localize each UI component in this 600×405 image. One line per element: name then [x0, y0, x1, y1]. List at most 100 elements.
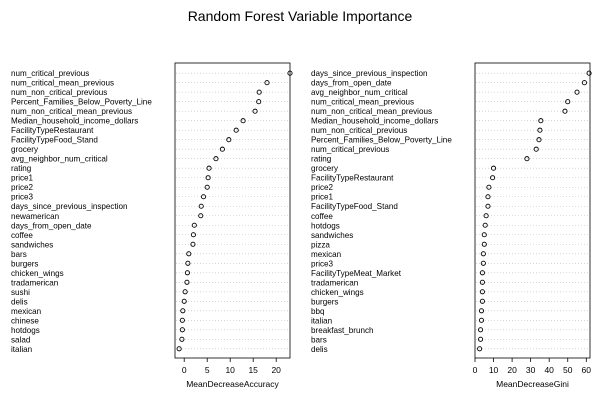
row-label: bars [11, 250, 27, 259]
plot-frame [474, 62, 591, 359]
data-point [477, 346, 483, 352]
data-point [486, 184, 492, 190]
data-point [478, 327, 484, 333]
x-axis-label: MeanDecreaseAccuracy [186, 379, 279, 389]
row-label: sandwiches [311, 231, 353, 240]
row-label: coffee [11, 231, 33, 240]
data-point [479, 298, 485, 304]
row-label: italian [11, 345, 32, 354]
data-point [536, 137, 542, 143]
row-label: FacilityTypeRestaurant [311, 174, 394, 183]
data-point [186, 251, 192, 257]
chart-title: Random Forest Variable Importance [188, 8, 413, 24]
row-label: mexican [311, 250, 341, 259]
data-point [191, 222, 197, 228]
x-tick-label: 30 [526, 365, 536, 375]
data-point [485, 194, 491, 200]
data-point [184, 270, 190, 276]
data-point [206, 165, 212, 171]
row-label: Percent_Families_Below_Poverty_Line [311, 136, 452, 145]
data-point [198, 213, 204, 219]
data-point [482, 222, 488, 228]
row-label: avg_neighbor_num_critical [311, 88, 408, 97]
x-tick-label: 0 [473, 365, 478, 375]
data-point [181, 298, 187, 304]
row-label: chicken_wings [11, 269, 64, 278]
row-label: FacilityTypeFood_Stand [311, 202, 398, 211]
data-point [252, 108, 258, 114]
row-label: coffee [311, 212, 333, 221]
row-label: burgers [311, 297, 338, 306]
data-point [481, 232, 487, 238]
row-label: hotdogs [311, 221, 340, 230]
data-point [264, 80, 270, 86]
data-point [179, 336, 185, 342]
row-label: bbq [311, 307, 325, 316]
row-label: tradamerican [11, 278, 58, 287]
row-label: days_since_previous_inspection [311, 69, 428, 78]
data-point [233, 127, 239, 133]
data-point [538, 118, 544, 124]
data-point [480, 251, 486, 257]
row-label: num_non_critical_mean_previous [11, 107, 132, 116]
row-label: price1 [11, 174, 34, 183]
row-label: newamerican [11, 212, 59, 221]
data-point [240, 118, 246, 124]
row-label: price2 [11, 183, 34, 192]
row-label: Percent_Families_Below_Poverty_Line [11, 98, 152, 107]
x-tick-label: 0 [182, 365, 187, 375]
row-label: days_since_previous_inspection [11, 202, 128, 211]
data-point [565, 99, 571, 105]
data-point [179, 327, 185, 333]
data-point [478, 308, 485, 314]
data-point [481, 241, 487, 247]
data-point [190, 232, 196, 238]
data-point [581, 80, 587, 86]
row-label: Median_household_income_dollars [11, 117, 138, 126]
data-point [205, 175, 211, 181]
x-tick-label: 50 [563, 365, 573, 375]
x-tick-label: 15 [248, 365, 258, 375]
row-label: num_non_critical_mean_previous [311, 107, 432, 116]
row-label: rating [11, 164, 31, 173]
data-point [479, 289, 485, 295]
row-label: tradamerican [311, 278, 358, 287]
data-point [176, 346, 182, 352]
row-label: chicken_wings [311, 288, 364, 297]
x-tick-label: 5 [205, 365, 210, 375]
data-point [182, 289, 188, 295]
data-point [574, 89, 580, 95]
row-label: hotdogs [11, 326, 40, 335]
data-point [200, 194, 207, 200]
plot-frame [174, 62, 291, 359]
data-point [537, 127, 543, 133]
data-point [479, 270, 485, 276]
row-label: days_from_open_date [11, 221, 92, 230]
data-point [562, 108, 568, 114]
row-label: bars [311, 335, 327, 344]
row-label: mexican [11, 307, 41, 316]
row-label: num_critical_previous [11, 69, 89, 78]
row-label: italian [311, 316, 332, 325]
row-label: delis [11, 297, 28, 306]
data-point [483, 213, 489, 219]
row-label: rating [311, 155, 331, 164]
data-point [256, 89, 262, 95]
data-point [213, 156, 219, 162]
row-label: FacilityTypeMeat_Market [311, 269, 402, 278]
row-label: num_critical_mean_previous [11, 79, 114, 88]
row-label: burgers [11, 259, 38, 268]
row-label: Median_household_income_dollars [311, 117, 438, 126]
data-point [478, 336, 484, 342]
data-point [256, 99, 262, 105]
row-label: price3 [311, 259, 334, 268]
data-point [490, 165, 497, 171]
row-label: num_non_critical_previous [311, 126, 407, 135]
row-label: FacilityTypeFood_Stand [11, 136, 98, 145]
x-tick-label: 10 [489, 365, 499, 375]
row-label: num_critical_previous [311, 145, 389, 154]
data-point [180, 308, 186, 314]
data-point [198, 203, 204, 209]
